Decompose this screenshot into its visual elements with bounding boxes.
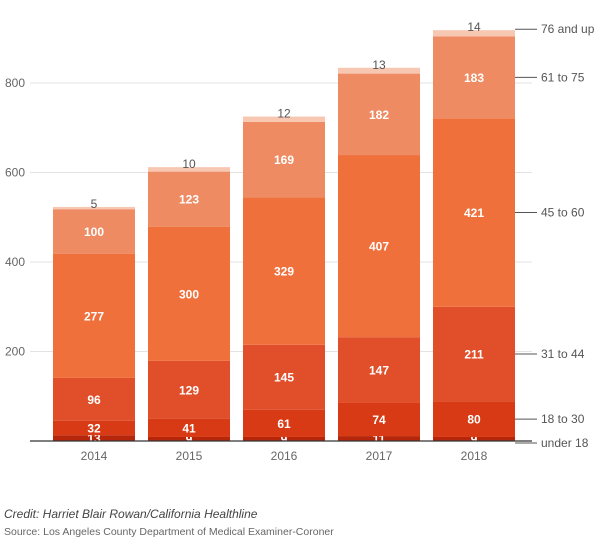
- data-label: 123: [179, 193, 199, 207]
- data-label: 96: [87, 393, 101, 407]
- bar-segment: [338, 436, 420, 441]
- data-label: 10: [182, 157, 196, 171]
- data-label: 14: [467, 20, 481, 34]
- bar-segment: [433, 118, 515, 307]
- data-label: 9: [281, 432, 288, 446]
- legend: under 18 18 to 30 31 to 44 45 to 60 61 to 75…: [515, 22, 595, 450]
- bar-segment: [148, 360, 230, 419]
- bar-segment: [243, 409, 325, 437]
- legend-label: 76 and up: [541, 22, 595, 36]
- data-label: 100: [84, 225, 104, 239]
- bar-segment: [53, 206, 135, 210]
- bar-segment: [243, 197, 325, 345]
- data-label: 129: [179, 383, 199, 397]
- bar-segment: [53, 209, 135, 254]
- bar-segment: [53, 420, 135, 436]
- x-tick-label: 2018: [461, 449, 488, 463]
- bar-segment: [148, 167, 230, 172]
- source-line: Source: Los Angeles County Department of…: [4, 526, 334, 538]
- data-label: 5: [91, 197, 98, 211]
- bar-segment: [338, 337, 420, 403]
- data-label: 74: [372, 413, 386, 427]
- bar-segment: [148, 436, 230, 441]
- bar-segment: [433, 36, 515, 119]
- bar-segment: [148, 226, 230, 361]
- bar-segment: [433, 401, 515, 437]
- bar-segment: [53, 435, 135, 441]
- data-label: 300: [179, 287, 199, 301]
- legend-label: under 18: [541, 436, 589, 450]
- data-label: 12: [277, 107, 291, 121]
- legend-label: 18 to 30: [541, 412, 585, 426]
- y-tick-label: 800: [5, 76, 25, 90]
- x-tick-label: 2014: [81, 449, 108, 463]
- bar-segment: [148, 171, 230, 227]
- data-label: 80: [467, 413, 481, 427]
- bar-segment: [243, 121, 325, 198]
- data-label: 13: [372, 58, 386, 72]
- bar-segment: [53, 377, 135, 421]
- data-label: 277: [84, 309, 104, 323]
- legend-label: 61 to 75: [541, 70, 585, 84]
- bar-segment: [338, 402, 420, 437]
- bar-segment: [433, 30, 515, 37]
- bar-segment: [243, 436, 325, 441]
- bar-segment: [243, 116, 325, 122]
- credit-line: Credit: Harriet Blair Rowan/California H…: [4, 507, 258, 521]
- y-tick-label: 200: [5, 345, 25, 359]
- x-tick-label: 2015: [176, 449, 203, 463]
- bar-segment: [53, 253, 135, 378]
- bars: 1332962771005941129300123109611453291691…: [53, 20, 515, 446]
- data-label: 169: [274, 153, 294, 167]
- data-label: 407: [369, 240, 389, 254]
- y-axis: 200 400 600 800: [5, 76, 25, 359]
- data-label: 41: [182, 421, 196, 435]
- data-label: 32: [87, 422, 101, 436]
- bar-segment: [338, 155, 420, 338]
- data-label: 145: [274, 371, 294, 385]
- data-label: 421: [464, 206, 484, 220]
- data-label: 182: [369, 108, 389, 122]
- x-axis: 2014 2015 2016 2017 2018: [30, 440, 532, 463]
- legend-label: 31 to 44: [541, 347, 585, 361]
- x-tick-label: 2016: [271, 449, 298, 463]
- data-label: 183: [464, 71, 484, 85]
- data-label: 329: [274, 265, 294, 279]
- bar-segment: [338, 73, 420, 156]
- bar-segment: [148, 418, 230, 437]
- legend-label: 45 to 60: [541, 206, 585, 220]
- data-label: 147: [369, 364, 389, 378]
- bar-segment: [433, 306, 515, 402]
- bar-segment: [243, 344, 325, 410]
- data-label: 211: [464, 347, 484, 361]
- x-tick-label: 2017: [366, 449, 393, 463]
- bar-segment: [433, 436, 515, 441]
- y-tick-label: 600: [5, 166, 25, 180]
- data-label: 9: [471, 432, 478, 446]
- bar-segment: [338, 67, 420, 74]
- data-label: 61: [277, 417, 291, 431]
- y-tick-label: 400: [5, 255, 25, 269]
- data-label: 9: [186, 432, 193, 446]
